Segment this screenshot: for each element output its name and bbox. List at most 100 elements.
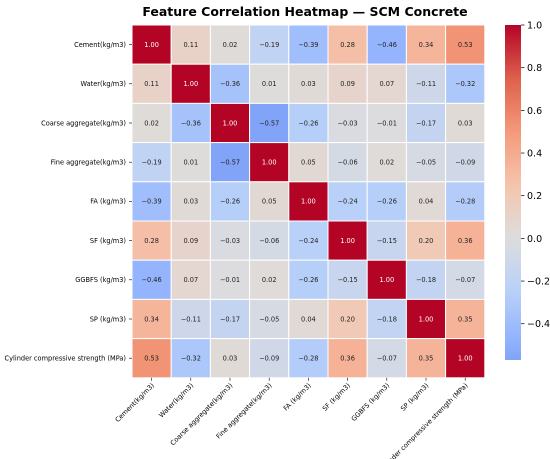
y-tick-label: Fine aggregate(kg/m3) <box>51 159 126 167</box>
heatmap-cell <box>170 338 211 379</box>
cell-value-label: −0.26 <box>377 198 397 206</box>
heatmap-cell <box>366 63 407 104</box>
colorbar-tick-label: 0.4 <box>527 148 542 159</box>
cell-value-label: −0.15 <box>377 237 397 245</box>
cell-value-label: 1.00 <box>262 159 277 167</box>
cell-value-label: −0.15 <box>337 276 357 284</box>
cell-value-label: 0.35 <box>458 315 473 323</box>
cell-value-label: 0.02 <box>223 41 238 49</box>
heatmap-cell <box>288 63 329 104</box>
colorbar-tick-label: 0.0 <box>527 234 542 245</box>
heatmap-cell <box>366 338 407 379</box>
cell-value-label: −0.05 <box>416 159 436 167</box>
colorbar-tick-label: −0.4 <box>527 319 550 330</box>
cell-value-label: −0.36 <box>220 80 240 88</box>
x-axis-labels: Cement(kg/m3) Water(kg/m3)Coarse aggregat… <box>114 377 470 459</box>
cell-value-label: 0.36 <box>458 237 473 245</box>
heatmap-cell <box>209 298 251 340</box>
y-tick-label: Water(kg/m3) <box>81 80 126 88</box>
cell-value-label: 0.02 <box>379 159 394 167</box>
x-tick-label: GGBFS (kg/m3) <box>350 382 392 424</box>
heatmap-cell <box>445 142 486 183</box>
cell-value-label: −0.06 <box>337 159 357 167</box>
heatmap-cell <box>209 102 251 144</box>
heatmap-cell <box>249 338 290 379</box>
cell-value-label: 0.05 <box>301 159 316 167</box>
cell-value-label: −0.11 <box>416 80 436 88</box>
cell-value-label: −0.28 <box>455 198 475 206</box>
x-tick-label: FA (kg/m3) <box>282 382 313 413</box>
cell-value-label: 0.53 <box>144 355 159 363</box>
cell-value-label: 0.36 <box>340 355 355 363</box>
cell-value-label: 1.00 <box>419 315 434 323</box>
heatmap-cell <box>366 298 407 340</box>
colorbar-tick-label: 1.0 <box>527 20 542 31</box>
heatmap-cell <box>249 142 290 183</box>
cell-value-label: 0.09 <box>183 237 198 245</box>
cell-value-label: −0.05 <box>259 315 279 323</box>
heatmap-cell <box>131 102 172 144</box>
heatmap-cell <box>445 220 486 261</box>
heatmap-cell <box>405 24 447 65</box>
cell-value-label: 1.00 <box>144 41 159 49</box>
chart-title: Feature Correlation Heatmap — SCM Concre… <box>142 4 467 19</box>
cell-value-label: −0.19 <box>259 41 279 49</box>
cell-value-label: −0.28 <box>298 355 318 363</box>
cell-value-label: −0.03 <box>220 237 240 245</box>
heatmap-cell <box>170 102 211 144</box>
cell-value-label: 1.00 <box>458 355 473 363</box>
heatmap-cell <box>209 63 251 104</box>
cell-value-label: −0.26 <box>220 198 240 206</box>
cell-value-label: 0.07 <box>183 276 198 284</box>
heatmap-cell <box>405 220 447 261</box>
cell-value-label: 0.03 <box>183 198 198 206</box>
y-axis-labels: Cement(kg/m3) Water(kg/m3) Coarse aggregat… <box>5 41 132 363</box>
heatmap-cell <box>288 259 329 300</box>
cell-value-label: 0.11 <box>183 41 198 49</box>
cell-value-label: 0.02 <box>262 276 277 284</box>
heatmap-cell <box>131 142 172 183</box>
heatmap-cell <box>209 338 251 379</box>
heatmap-cell <box>249 102 290 144</box>
cell-value-label: −0.11 <box>181 315 201 323</box>
colorbar-tick-label: 0.2 <box>527 191 542 202</box>
cell-value-label: −0.06 <box>259 237 279 245</box>
heatmap-cell <box>170 220 211 261</box>
heatmap-cell <box>288 338 329 379</box>
cell-value-label: −0.32 <box>455 80 475 88</box>
x-tick-label: Cement(kg/m3) <box>114 382 156 424</box>
cell-value-label: −0.24 <box>337 198 357 206</box>
cell-value-label: 0.01 <box>262 80 277 88</box>
x-tick-label: Water(kg/m3) <box>157 382 195 420</box>
cell-value-label: −0.46 <box>377 41 397 49</box>
cell-value-label: −0.07 <box>455 276 475 284</box>
colorbar-tick-label: −0.2 <box>527 276 550 287</box>
y-tick-label: SP (kg/m3) <box>90 315 126 323</box>
cell-value-label: −0.09 <box>259 355 279 363</box>
cell-value-label: 0.03 <box>458 119 473 127</box>
cell-value-label: 0.28 <box>144 237 159 245</box>
heatmap-cell <box>131 181 172 222</box>
x-tick-label: SF (kg/m3) <box>321 382 352 413</box>
cell-value-label: 0.04 <box>419 198 434 206</box>
cell-value-label: −0.39 <box>298 41 318 49</box>
y-tick-label: GGBFS (kg/m3) <box>75 276 126 284</box>
heatmap-cell <box>405 63 447 104</box>
cell-value-label: 0.07 <box>379 80 394 88</box>
heatmap-cell <box>445 102 486 144</box>
y-tick-label: Cylinder compressive strength (MPa) <box>5 355 126 363</box>
cell-value-label: 0.34 <box>144 315 159 323</box>
cell-value-label: −0.57 <box>259 119 279 127</box>
heatmap-cell <box>131 338 172 379</box>
cell-value-label: −0.19 <box>141 159 161 167</box>
cell-value-label: −0.26 <box>298 119 318 127</box>
heatmap-cell <box>170 24 211 65</box>
heatmap-cell <box>327 24 368 65</box>
cell-value-label: −0.18 <box>416 276 436 284</box>
heatmap-cell <box>288 298 329 340</box>
heatmap-cell <box>327 220 368 261</box>
heatmap-cell <box>170 142 211 183</box>
heatmap-cell <box>288 102 329 144</box>
cell-value-label: −0.17 <box>416 119 436 127</box>
colorbar: −0.4 −0.2 0.0 0.2 0.4 0.6 0.8 1.0 <box>505 20 550 360</box>
